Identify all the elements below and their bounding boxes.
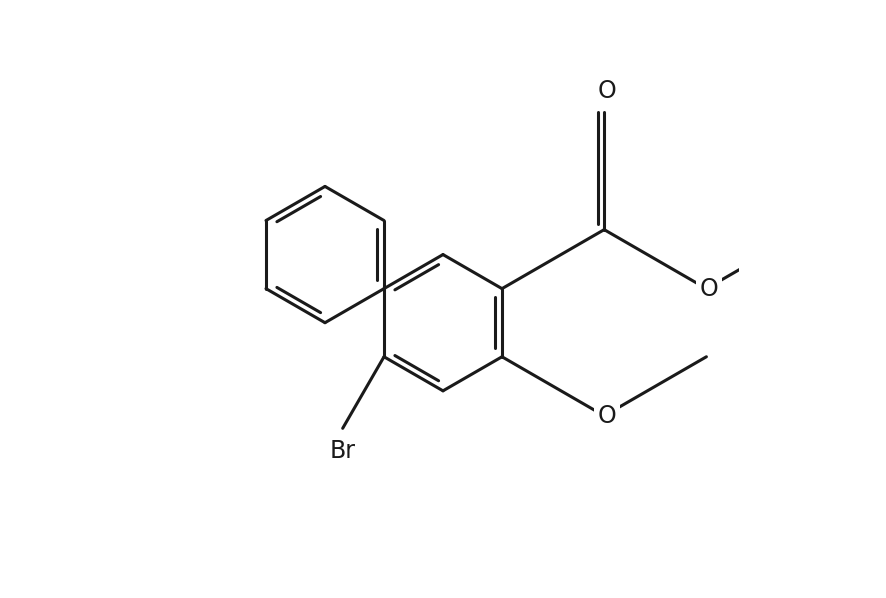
Text: O: O — [598, 404, 617, 428]
Text: Br: Br — [330, 439, 355, 463]
Text: O: O — [598, 79, 617, 103]
Text: O: O — [700, 277, 719, 301]
